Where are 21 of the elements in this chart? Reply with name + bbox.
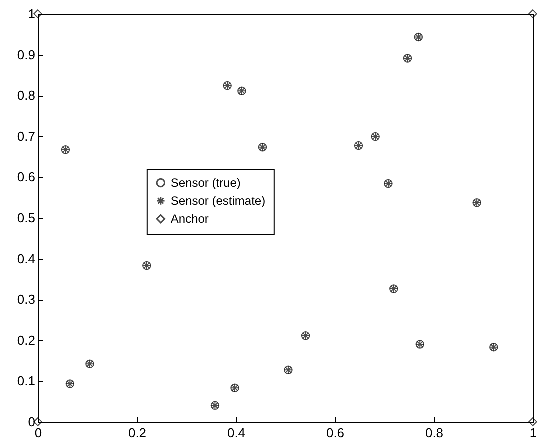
y-tick-label: 0.6 <box>17 170 36 185</box>
x-tick-label: 1 <box>530 426 538 440</box>
x-tick-label: 0.4 <box>227 426 246 440</box>
x-tick-label: 0.8 <box>425 426 444 440</box>
point <box>528 10 538 18</box>
y-tick-label: 0.5 <box>17 210 36 226</box>
y-tick-label: 1 <box>28 6 36 22</box>
y-tick-label: 0.7 <box>17 128 36 144</box>
y-tick-label: 0.3 <box>17 292 36 308</box>
x-tick-label: 0.6 <box>326 426 345 440</box>
y-tick-label: 0.1 <box>17 374 36 389</box>
x-tick-label: 0.2 <box>128 426 147 440</box>
point <box>528 418 538 426</box>
y-tick-label: 0.4 <box>17 251 36 266</box>
legend-label: Anchor <box>170 212 209 226</box>
y-tick-label: 0.2 <box>17 332 36 348</box>
legend-label: Sensor (true) <box>170 176 241 190</box>
y-tick-label: 0.9 <box>17 47 36 62</box>
y-tick-label: 0.8 <box>17 88 36 104</box>
y-tick-label: 0 <box>28 414 36 430</box>
legend-label: Sensor (estimate) <box>170 194 266 208</box>
